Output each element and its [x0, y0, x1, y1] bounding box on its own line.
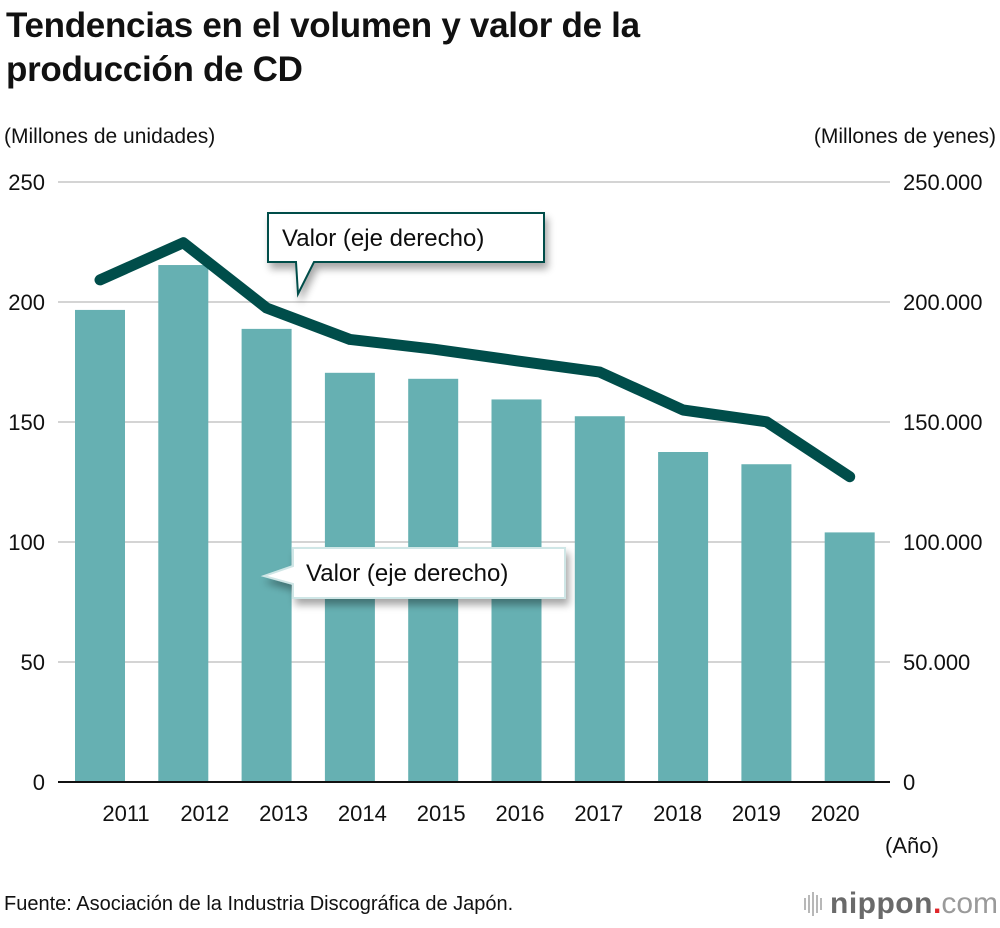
left-axis-unit: (Millones de unidades) [4, 125, 216, 148]
callout-lower-text: Valor (eje derecho) [306, 560, 508, 587]
x-tick-label: 2018 [653, 801, 702, 826]
right-tick-label: 100.000 [903, 530, 983, 555]
logo-tld: com [941, 887, 998, 920]
logo-dot: . [932, 887, 942, 920]
left-tick-label: 100 [8, 530, 45, 555]
bar-2011 [75, 309, 125, 782]
left-tick-label: 150 [8, 410, 45, 435]
left-tick-label: 250 [8, 170, 45, 195]
right-tick-label: 200.000 [903, 290, 983, 315]
bar-2020 [824, 532, 875, 782]
right-axis-unit: (Millones de yenes) [813, 125, 996, 148]
left-tick-label: 0 [33, 770, 45, 795]
callout-lower: Valor (eje derecho) [260, 547, 566, 599]
x-tick-label: 2017 [574, 801, 623, 826]
chart-title: Tendencias en el volumen y valor de la p… [6, 6, 640, 89]
right-tick-label: 0 [903, 770, 915, 795]
left-tick-label: 50 [21, 650, 45, 675]
x-tick-label: 2019 [732, 801, 781, 826]
x-axis-unit: (Año) [885, 833, 939, 858]
x-tick-label: 2011 [102, 801, 149, 826]
nippon-logo: nippon. com [804, 887, 998, 921]
right-tick-label: 250.000 [903, 170, 983, 195]
x-tick-label: 2016 [496, 801, 545, 826]
callout-upper-text: Valor (eje derecho) [282, 225, 484, 252]
left-axis-ticks: 0 50 100 150 200 250 [8, 170, 45, 795]
source-note: Fuente: Asociación de la Industria Disco… [4, 893, 514, 915]
x-tick-label: 2013 [259, 801, 308, 826]
x-axis-labels: 2011 2012 2013 2014 2015 2016 2017 2018 2019 2020 [102, 801, 859, 826]
bars [75, 265, 875, 782]
value-line-points [99, 242, 850, 477]
bar-2017 [574, 416, 625, 782]
bar-2019 [741, 464, 792, 782]
callout-upper: Valor (eje derecho) [267, 212, 545, 298]
right-axis-ticks: 0 50.000 100.000 150.000 200.000 250.000 [903, 170, 983, 795]
x-tick-label: 2015 [417, 801, 466, 826]
logo-name: nippon [830, 887, 933, 920]
right-tick-label: 50.000 [903, 650, 970, 675]
bar-2012 [158, 265, 209, 782]
x-tick-label: 2012 [180, 801, 229, 826]
value-line [94, 237, 856, 483]
left-tick-label: 200 [8, 290, 45, 315]
bar-2018 [658, 452, 709, 782]
logo-bars-icon [804, 892, 822, 916]
x-tick-label: 2020 [811, 801, 860, 826]
bar-2013 [241, 328, 292, 782]
x-tick-label: 2014 [338, 801, 387, 826]
right-tick-label: 150.000 [903, 410, 983, 435]
